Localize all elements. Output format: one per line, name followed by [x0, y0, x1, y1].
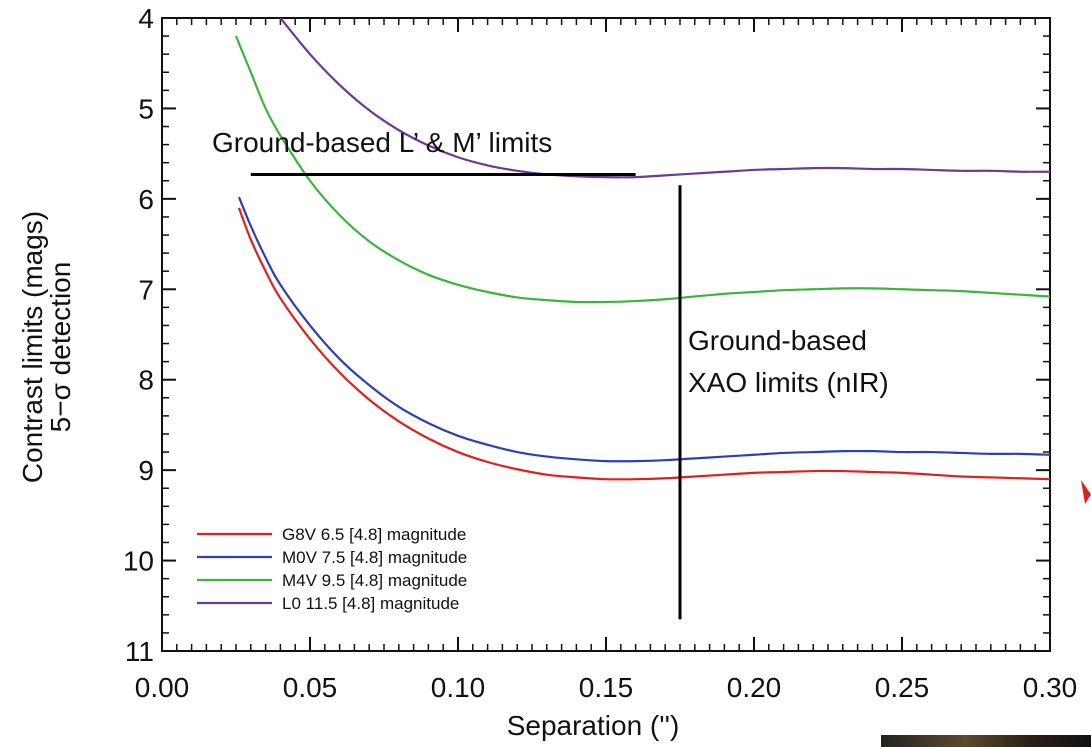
- y-axis-label-line2: 5−σ detection: [45, 262, 76, 433]
- legend-label-2: M4V 9.5 [4.8] magnitude: [282, 571, 467, 590]
- y-tick-label: 7: [138, 274, 154, 305]
- y-tick-label: 10: [123, 546, 154, 577]
- x-tick-label: 0.20: [727, 672, 782, 703]
- series-line-1: [237, 196, 1050, 463]
- legend-label-3: L0 11.5 [4.8] magnitude: [282, 594, 459, 613]
- y-tick-label: 6: [138, 184, 154, 215]
- y-tick-label: 11: [125, 636, 154, 667]
- x-axis-label: Separation (''): [507, 710, 680, 741]
- x-tick-label: 0.30: [1023, 672, 1078, 703]
- y-tick-label: 4: [138, 3, 154, 34]
- x-axis: 0.00 0.05 0.10 0.15 0.20 0.25 0.30: [135, 18, 1078, 703]
- series-line-2: [234, 35, 1050, 304]
- legend-label-0: G8V 6.5 [4.8] magnitude: [282, 525, 466, 544]
- data-series: [234, 18, 1050, 481]
- x-tick-label: 0.10: [431, 672, 486, 703]
- annotations: Ground-based L’ & M’ limits Ground-based X…: [212, 127, 889, 620]
- legend: G8V 6.5 [4.8] magnitude M0V 7.5 [4.8] mag…: [197, 525, 467, 613]
- ground-lm-limit-label: Ground-based L’ & M’ limits: [212, 127, 552, 158]
- series-line-3: [279, 18, 1050, 179]
- series-line-0: [237, 207, 1050, 481]
- x-tick-label: 0.00: [135, 672, 190, 703]
- y-tick-label: 5: [138, 93, 154, 124]
- y-tick-label: 8: [138, 365, 154, 396]
- xao-limit-label-line: XAO limits (nIR): [688, 367, 889, 398]
- y-axis: 4 5 6 7 8 9 10 11: [123, 3, 1050, 667]
- cropped-red-marker: [1081, 480, 1091, 504]
- cropped-image-thumbnail: [881, 735, 1091, 747]
- x-tick-label: 0.25: [875, 672, 930, 703]
- y-tick-label: 9: [138, 455, 154, 486]
- x-tick-label: 0.05: [283, 672, 338, 703]
- x-tick-label: 0.15: [579, 672, 634, 703]
- legend-label-1: M0V 7.5 [4.8] magnitude: [282, 548, 467, 567]
- y-axis-label-line1: Contrast limits (mags): [17, 211, 48, 483]
- xao-limit-label-line: Ground-based: [688, 325, 867, 356]
